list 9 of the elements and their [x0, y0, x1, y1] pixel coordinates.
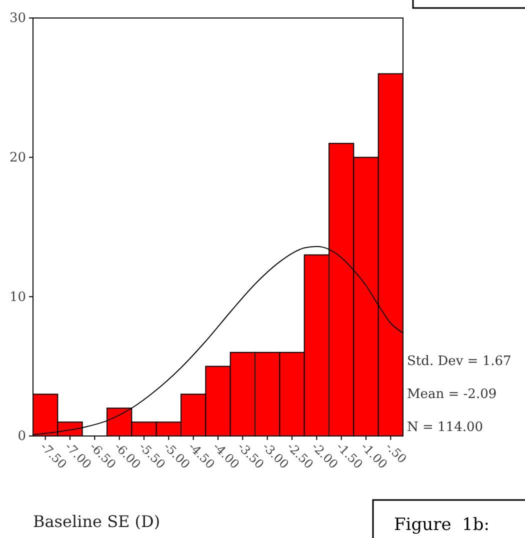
text: N = 114.00 [407, 420, 484, 435]
y-tick-label: 30 [9, 11, 26, 26]
y-tick-label: 20 [9, 150, 26, 166]
y-tick-label: 0 [18, 429, 26, 444]
text: Std. Dev = 1.67 [407, 354, 512, 369]
x-axis-title: Baseline SE (D) [33, 512, 160, 531]
caption: Figure 1b: [394, 515, 490, 535]
text: Mean = -2.09 [407, 387, 497, 402]
y-tick-label: 10 [9, 290, 26, 305]
